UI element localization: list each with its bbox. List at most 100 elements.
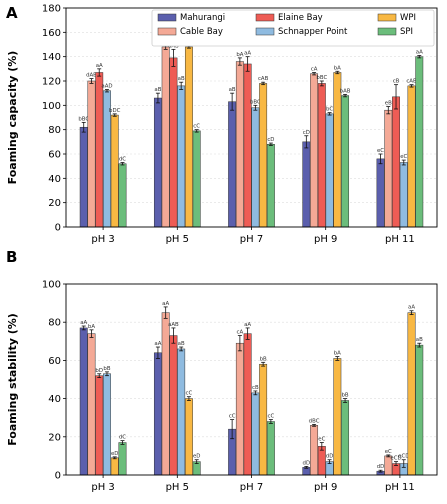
x-tick-label: pH 11 bbox=[385, 234, 415, 245]
significance-label: eC bbox=[400, 154, 407, 160]
legend-label: SPI bbox=[400, 27, 413, 37]
legend-box bbox=[151, 9, 435, 47]
legend-swatch bbox=[377, 27, 397, 36]
significance-label: bAB bbox=[340, 88, 351, 94]
bar-elaine-bay bbox=[169, 57, 178, 228]
significance-label: cC bbox=[186, 391, 193, 397]
bar-schnapper-point bbox=[251, 107, 260, 228]
plot-frame bbox=[65, 283, 438, 476]
legend-label: Cable Bay bbox=[180, 27, 223, 37]
y-tick-label: 120 bbox=[42, 77, 61, 88]
y-axis-label: Foaming stability (%) bbox=[6, 313, 19, 446]
significance-label: dD bbox=[377, 464, 385, 470]
y-tick-label: 100 bbox=[42, 280, 61, 291]
bar-elaine-bay bbox=[169, 335, 178, 476]
bar-cable-bay bbox=[161, 46, 170, 228]
bar-mahurangi bbox=[79, 327, 88, 476]
significance-label: bDC bbox=[109, 108, 121, 114]
bar-schnapper-point bbox=[251, 392, 260, 476]
x-tick-label: pH 9 bbox=[314, 234, 337, 245]
y-axis-label: Foaming capacity (%) bbox=[6, 51, 19, 185]
bar-elaine-bay bbox=[95, 72, 104, 228]
significance-label: bA bbox=[334, 351, 341, 357]
legend-label: WPI bbox=[400, 13, 416, 23]
bar-spi bbox=[266, 144, 275, 228]
significance-label: dC bbox=[119, 435, 126, 441]
significance-label: aB bbox=[416, 337, 423, 343]
significance-label: bA bbox=[334, 65, 341, 71]
significance-label: aA bbox=[162, 301, 169, 307]
y-tick-label: 60 bbox=[48, 150, 61, 161]
significance-label: bA bbox=[88, 324, 95, 330]
y-tick-label: 180 bbox=[42, 4, 61, 15]
significance-label: bBC bbox=[250, 99, 261, 105]
significance-label: bB bbox=[103, 366, 110, 372]
significance-label: cB bbox=[393, 79, 400, 85]
significance-label: bA bbox=[236, 52, 243, 58]
legend-label: Elaine Bay bbox=[278, 13, 323, 23]
significance-label: cD bbox=[303, 130, 310, 136]
bar-spi bbox=[192, 130, 201, 228]
y-tick-label: 80 bbox=[48, 318, 61, 329]
legend-swatch bbox=[157, 13, 177, 22]
bar-wpi bbox=[259, 363, 268, 476]
significance-label: bBC bbox=[78, 116, 89, 122]
significance-label: dC bbox=[119, 157, 126, 163]
significance-label: eC bbox=[377, 148, 384, 154]
legend-swatch bbox=[157, 27, 177, 36]
significance-label: bBC bbox=[316, 75, 327, 81]
bar-elaine-bay bbox=[243, 333, 252, 476]
bar-cable-bay bbox=[87, 333, 96, 476]
bar-cable-bay bbox=[384, 109, 393, 228]
significance-label: dAB bbox=[86, 73, 97, 79]
significance-label: eCD bbox=[390, 456, 401, 462]
y-tick-label: 40 bbox=[48, 174, 61, 185]
legend-swatch bbox=[377, 13, 397, 22]
bar-wpi bbox=[184, 398, 193, 476]
x-tick-label: pH 5 bbox=[166, 482, 189, 493]
legend-label: Schnapper Point bbox=[278, 27, 348, 37]
significance-label: cA bbox=[311, 66, 318, 72]
bar-spi bbox=[341, 400, 350, 476]
significance-label: aA bbox=[408, 305, 415, 311]
x-tick-label: pH 7 bbox=[240, 234, 263, 245]
x-tick-label: pH 3 bbox=[91, 234, 114, 245]
significance-label: dD bbox=[303, 460, 311, 466]
significance-label: cA bbox=[237, 330, 244, 336]
x-tick-label: pH 7 bbox=[240, 482, 263, 493]
significance-label: eCD bbox=[398, 454, 409, 460]
significance-label: eD bbox=[111, 451, 118, 457]
y-tick-label: 160 bbox=[42, 28, 61, 39]
bar-cable-bay bbox=[310, 425, 319, 476]
bar-elaine-bay bbox=[317, 446, 326, 476]
bar-wpi bbox=[110, 457, 119, 476]
bar-spi bbox=[415, 344, 424, 476]
bar-schnapper-point bbox=[325, 113, 334, 228]
significance-label: bC bbox=[326, 107, 333, 113]
bar-mahurangi bbox=[302, 141, 311, 228]
bar-spi bbox=[415, 56, 424, 228]
x-tick-label: pH 11 bbox=[385, 482, 415, 493]
significance-label: aA bbox=[96, 63, 103, 69]
y-tick-label: 0 bbox=[55, 223, 61, 234]
bar-wpi bbox=[333, 72, 342, 228]
bar-mahurangi bbox=[228, 101, 237, 228]
significance-label: aA bbox=[154, 341, 161, 347]
bar-schnapper-point bbox=[177, 85, 186, 228]
panel-letter-A: A bbox=[6, 4, 18, 22]
significance-label: eB bbox=[385, 101, 392, 107]
significance-label: aB bbox=[178, 76, 185, 82]
bar-wpi bbox=[333, 358, 342, 476]
significance-label: aA bbox=[244, 51, 251, 57]
significance-label: cC bbox=[268, 414, 275, 420]
bar-cable-bay bbox=[235, 61, 244, 228]
bar-elaine-bay bbox=[392, 96, 400, 228]
y-tick-label: 20 bbox=[48, 432, 61, 443]
bar-mahurangi bbox=[153, 97, 162, 228]
significance-label: aB bbox=[229, 87, 236, 93]
y-tick-label: 140 bbox=[42, 52, 61, 63]
significance-label: cB bbox=[252, 385, 259, 391]
significance-label: bB bbox=[342, 393, 349, 399]
